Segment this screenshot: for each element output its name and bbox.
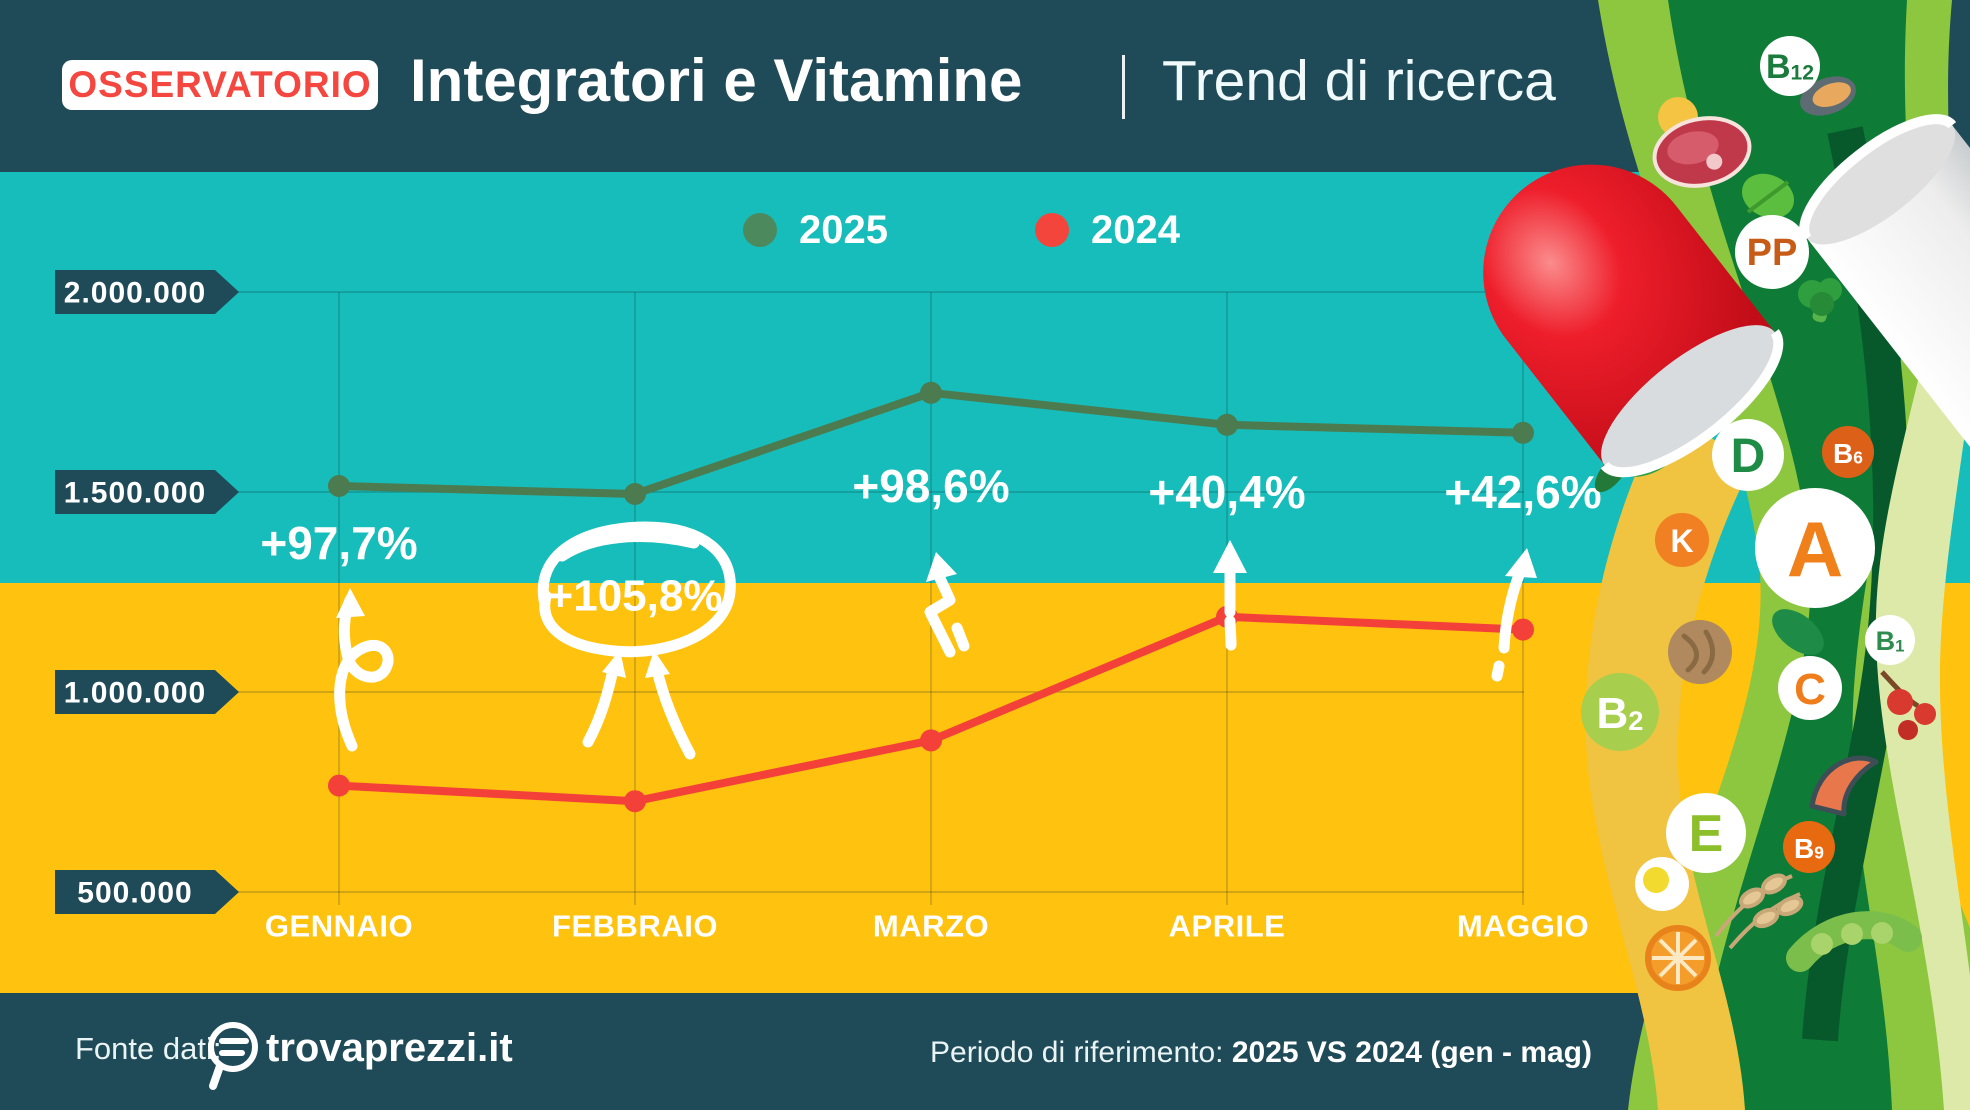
y-axis-label: 1.000.000 xyxy=(64,677,206,710)
highlight-circle xyxy=(537,521,736,658)
page-title: Integratori e Vitamine xyxy=(410,47,1023,114)
data-point xyxy=(1216,413,1238,436)
growth-annotation: +98,6% xyxy=(852,460,1009,512)
osservatorio-badge: OSSERVATORIO xyxy=(62,60,378,110)
data-point xyxy=(920,381,942,404)
x-axis-label: APRILE xyxy=(1169,909,1286,944)
data-point xyxy=(1512,618,1534,641)
osservatorio-badge-label: OSSERVATORIO xyxy=(68,64,372,105)
legend-dot-2025-icon xyxy=(743,213,777,247)
x-axis-label: GENNAIO xyxy=(265,909,413,944)
arrow-marzo-accent xyxy=(951,622,970,652)
data-point xyxy=(328,774,350,797)
reference-period: Periodo di riferimento: 2025 VS 2024 (ge… xyxy=(0,1036,1592,1070)
arrow-maggio-tail xyxy=(1491,660,1505,682)
y-axis-label: 500.000 xyxy=(77,877,192,910)
arrow-aprile-tail xyxy=(1224,615,1237,651)
source-label: Fonte dati: xyxy=(75,1031,222,1066)
arrow-gennaio xyxy=(334,594,394,752)
legend-item-2024: 2024 xyxy=(1035,208,1180,252)
legend-item-2025: 2025 xyxy=(743,208,888,252)
y-axis-tag xyxy=(55,270,239,314)
x-axis-label: MARZO xyxy=(873,909,989,944)
legend-dot-2024-icon xyxy=(1035,213,1069,247)
legend-label-2025: 2025 xyxy=(799,207,888,252)
arrow-febbraio-left xyxy=(582,664,619,748)
data-point xyxy=(624,790,646,813)
growth-annotation: +42,6% xyxy=(1444,466,1601,518)
y-axis-tag xyxy=(55,470,239,514)
title-separator xyxy=(1122,55,1125,119)
arrow-heads xyxy=(336,540,1537,678)
data-point xyxy=(920,729,942,752)
trovaprezzi-logo-icon xyxy=(208,1022,258,1090)
growth-annotation: +97,7% xyxy=(260,517,417,569)
data-point xyxy=(624,483,646,505)
reference-period-value: 2025 VS 2024 (gen - mag) xyxy=(1231,1036,1592,1069)
arrow-marzo xyxy=(924,568,956,658)
legend-label-2024: 2024 xyxy=(1091,207,1180,252)
y-axis-label: 1.500.000 xyxy=(64,477,206,510)
reference-period-label: Periodo di riferimento: xyxy=(930,1036,1232,1069)
growth-annotation: +105,8% xyxy=(548,572,723,621)
x-axis-label: MAGGIO xyxy=(1457,909,1589,944)
arrow-febbraio-right xyxy=(651,664,696,760)
x-axis-label: FEBBRAIO xyxy=(552,909,718,944)
trovaprezzi-wordmark: trovaprezzi.it xyxy=(266,1026,513,1070)
hand-drawn-marks xyxy=(334,521,1527,760)
data-point xyxy=(328,475,350,497)
y-axis-label: 2.000.000 xyxy=(64,277,206,310)
page-subtitle: Trend di ricerca xyxy=(1162,49,1556,113)
growth-annotation: +40,4% xyxy=(1148,466,1305,518)
data-point xyxy=(1512,421,1534,444)
y-axis-tag xyxy=(55,870,239,914)
y-axis-tag xyxy=(55,670,239,714)
